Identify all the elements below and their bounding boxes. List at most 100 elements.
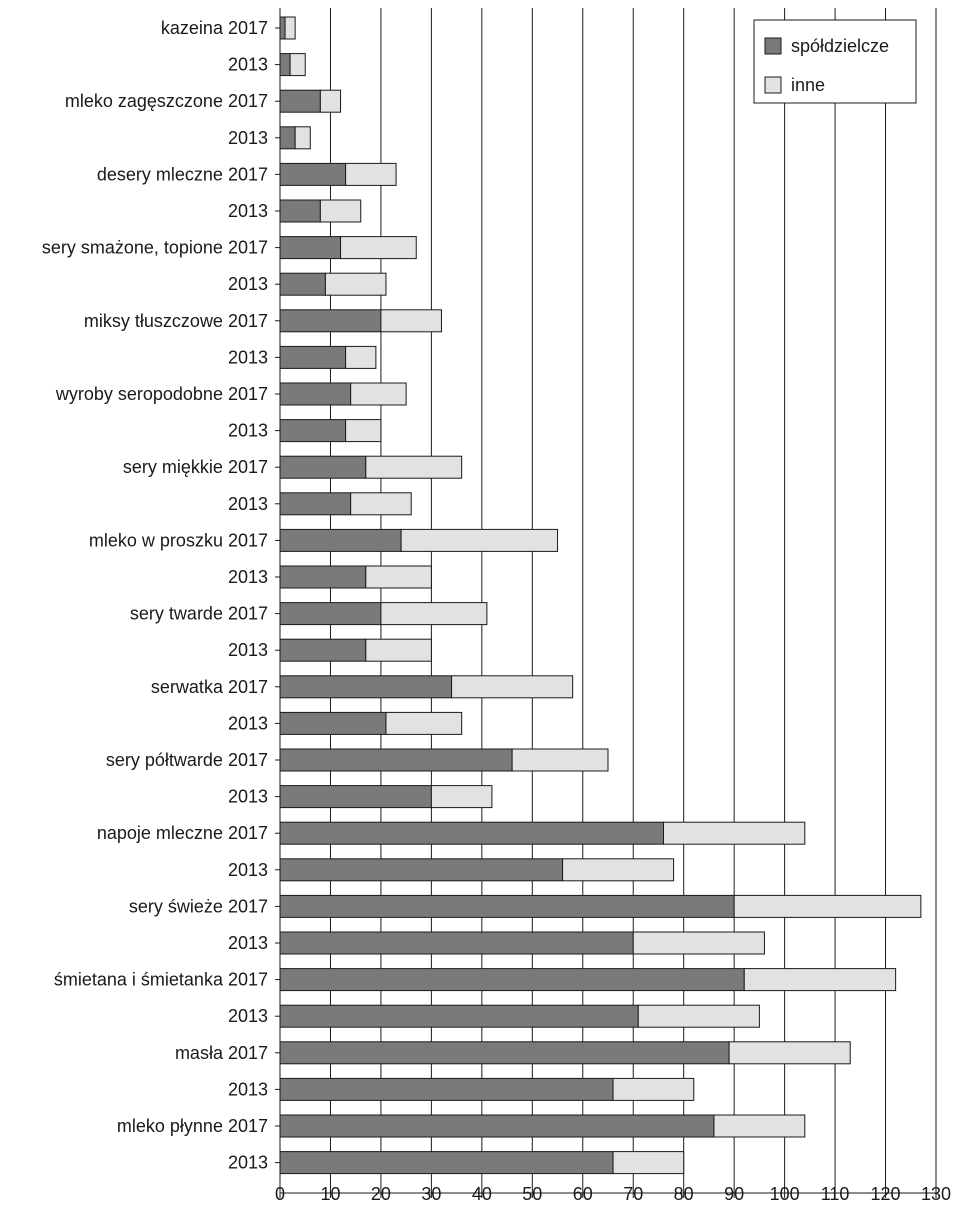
legend-label-inne: inne [791,75,825,95]
bar-inne-19 [385,711,463,735]
bar-spoldzielcze-7 [279,272,326,296]
category-label-9: 2013 [228,347,268,367]
category-label-11: 2013 [228,421,268,441]
bar-inne-15 [365,565,432,589]
bar-inne-18 [451,675,574,699]
bar-inne-29 [612,1077,695,1101]
x-tick-labels: 0 10 20 30 40 50 60 70 80 90 100 110 120 130 [275,1184,951,1204]
bar-inne-4 [345,162,397,186]
bar-spoldzielcze-10 [279,382,352,406]
category-label-5: 2013 [228,201,268,221]
bar-spoldzielcze-3 [279,126,296,150]
category-label-10: wyroby seropodobne 2017 [55,384,268,404]
bar-inne-11 [345,419,382,443]
legend-label-spoldzielcze: spółdzielcze [791,36,889,56]
category-label-28: masła 2017 [175,1043,268,1063]
category-label-29: 2013 [228,1079,268,1099]
category-label-16: sery twarde 2017 [130,604,268,624]
category-label-30: mleko płynne 2017 [117,1116,268,1136]
bar-spoldzielcze-25 [279,931,634,955]
category-label-0: kazeina 2017 [161,18,268,38]
bars [279,16,922,1175]
category-label-31: 2013 [228,1153,268,1173]
bar-inne-5 [319,199,362,223]
bar-spoldzielcze-21 [279,785,432,809]
bar-inne-27 [637,1004,760,1028]
bar-inne-28 [728,1041,851,1065]
category-label-1: 2013 [228,55,268,75]
x-tick-label-130: 130 [921,1184,951,1204]
bar-inne-17 [365,638,432,662]
bar-spoldzielcze-18 [279,675,453,699]
x-tick-label-120: 120 [871,1184,901,1204]
bar-inne-24 [733,894,922,918]
bar-spoldzielcze-4 [279,162,347,186]
category-label-21: 2013 [228,787,268,807]
legend-swatch-spoldzielcze [764,37,782,55]
bar-spoldzielcze-12 [279,455,367,479]
category-label-25: 2013 [228,933,268,953]
bar-inne-21 [430,785,493,809]
category-label-24: sery świeże 2017 [129,896,268,916]
bar-spoldzielcze-29 [279,1077,614,1101]
bar-inne-3 [294,126,311,150]
category-label-7: 2013 [228,274,268,294]
bar-spoldzielcze-14 [279,528,402,552]
category-label-22: napoje mleczne 2017 [97,823,268,843]
bar-inne-6 [340,236,417,260]
category-label-17: 2013 [228,640,268,660]
bar-inne-13 [350,492,412,516]
x-tick-label-0: 0 [275,1184,285,1204]
bar-inne-9 [345,345,377,369]
bar-inne-12 [365,455,463,479]
x-tick-label-70: 70 [623,1184,643,1204]
x-tick-label-60: 60 [573,1184,593,1204]
bar-spoldzielcze-28 [279,1041,730,1065]
bar-spoldzielcze-19 [279,711,387,735]
bar-inne-20 [511,748,609,772]
axes [275,8,937,1198]
bar-inne-1 [289,53,306,77]
grid-lines [329,8,937,1193]
bar-spoldzielcze-5 [279,199,321,223]
bar-inne-14 [400,528,559,552]
category-label-20: sery półtwarde 2017 [106,750,268,770]
x-tick-label-100: 100 [770,1184,800,1204]
x-tick-label-50: 50 [522,1184,542,1204]
bar-inne-7 [324,272,387,296]
bar-spoldzielcze-8 [279,309,382,333]
category-label-15: 2013 [228,567,268,587]
category-label-2: mleko zagęszczone 2017 [65,91,268,111]
category-label-6: sery smażone, topione 2017 [42,238,268,258]
bar-spoldzielcze-0 [279,16,286,40]
x-tick-label-20: 20 [371,1184,391,1204]
bar-spoldzielcze-6 [279,236,342,260]
bar-inne-2 [319,89,342,113]
x-tick-label-30: 30 [421,1184,441,1204]
category-label-3: 2013 [228,128,268,148]
category-label-4: desery mleczne 2017 [97,164,268,184]
x-tick-label-80: 80 [674,1184,694,1204]
legend-swatch-inne [764,76,782,94]
bar-spoldzielcze-26 [279,968,745,992]
x-tick-label-10: 10 [320,1184,340,1204]
bar-spoldzielcze-30 [279,1114,715,1138]
bar-spoldzielcze-24 [279,894,735,918]
bar-spoldzielcze-9 [279,345,347,369]
category-label-12: sery miękkie 2017 [123,457,268,477]
bar-spoldzielcze-13 [279,492,352,516]
bar-spoldzielcze-31 [279,1151,614,1175]
bar-spoldzielcze-15 [279,565,367,589]
bar-inne-22 [663,821,806,845]
legend: spółdzielcze inne [753,19,917,104]
bar-inne-25 [632,931,765,955]
bar-inne-30 [713,1114,806,1138]
x-tick-label-110: 110 [821,1184,850,1204]
category-label-8: miksy tłuszczowe 2017 [84,311,268,331]
bar-inne-8 [380,309,442,333]
bar-inne-10 [350,382,407,406]
bar-spoldzielcze-17 [279,638,367,662]
category-label-14: mleko w proszku 2017 [89,530,268,550]
